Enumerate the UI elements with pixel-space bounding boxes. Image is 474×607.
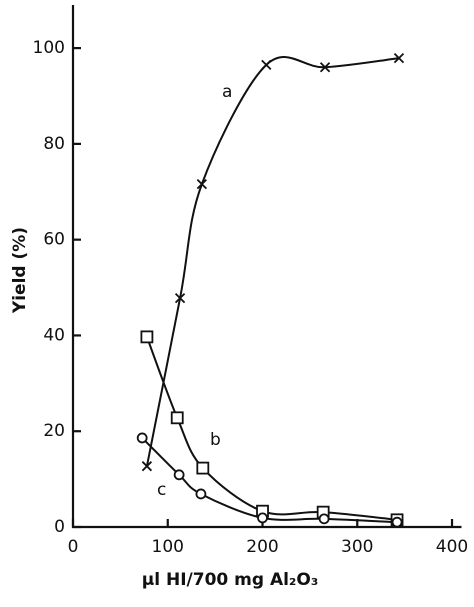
y-tick-label: 60 <box>43 230 65 250</box>
marker-x <box>319 62 331 73</box>
x-tick-label: 400 <box>436 537 468 557</box>
marker-x <box>393 53 405 64</box>
marker-square <box>140 330 154 344</box>
marker-square <box>196 461 210 475</box>
y-tick-label: 0 <box>54 517 65 537</box>
x-tick-label: 200 <box>246 537 278 557</box>
x-tick-label: 300 <box>341 537 373 557</box>
axis-frame <box>71 5 462 529</box>
marker-x <box>261 59 272 70</box>
y-tick-label: 40 <box>43 325 65 345</box>
marker-x <box>174 292 186 304</box>
marker-square <box>170 411 184 425</box>
series-label: c <box>157 480 166 500</box>
marker-circle <box>136 432 148 444</box>
marker-x <box>141 461 153 472</box>
x-axis-label: μl HI/700 mg Al₂O₃ <box>142 570 319 590</box>
y-tick-label: 20 <box>43 421 65 441</box>
marker-circle <box>257 512 268 524</box>
marker-x <box>196 178 208 190</box>
series-label: b <box>210 430 221 450</box>
series-label: a <box>222 82 232 102</box>
marker-circle <box>195 488 207 500</box>
series-curve <box>145 56 400 467</box>
x-tick-label: 100 <box>152 537 184 557</box>
marker-circle <box>318 513 330 525</box>
series-curve <box>141 437 398 524</box>
y-axis-label: Yield (%) <box>10 227 30 314</box>
x-tick-label: 0 <box>68 537 79 557</box>
marker-circle <box>391 516 403 528</box>
y-tick-label: 80 <box>43 134 65 154</box>
marker-circle <box>173 469 185 481</box>
y-tick-label: 100 <box>33 38 65 58</box>
series-curve <box>145 336 398 521</box>
